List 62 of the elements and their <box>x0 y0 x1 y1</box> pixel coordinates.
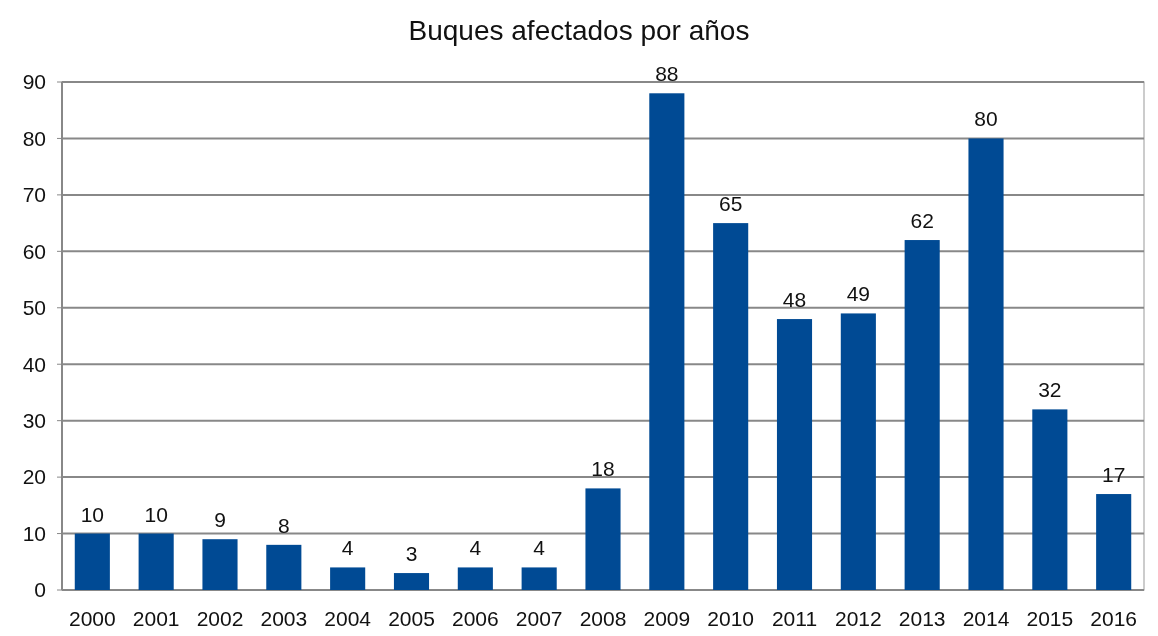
y-tick-label: 70 <box>22 183 46 207</box>
data-label: 10 <box>144 502 168 526</box>
data-label: 8 <box>277 513 290 537</box>
x-tick-label: 2016 <box>1090 607 1138 630</box>
bar <box>1032 409 1068 590</box>
bar <box>585 488 621 590</box>
bar <box>840 313 876 590</box>
bar <box>393 573 430 590</box>
data-label: 17 <box>1102 463 1126 487</box>
bar <box>330 567 366 590</box>
bar <box>713 223 749 590</box>
data-label: 88 <box>655 62 679 86</box>
y-tick-label: 50 <box>22 296 46 320</box>
data-label: 4 <box>341 536 354 560</box>
x-tick-label: 2015 <box>1026 607 1074 630</box>
y-tick-label: 30 <box>22 409 46 433</box>
bar <box>968 138 1004 590</box>
x-tick-label: 2006 <box>451 607 499 630</box>
x-tick-label: 2012 <box>834 607 882 630</box>
bar <box>457 567 493 590</box>
chart-title: Buques afectados por años <box>408 15 750 46</box>
bar <box>202 539 238 590</box>
x-tick-label: 2003 <box>260 607 308 630</box>
x-tick-label: 2008 <box>579 607 627 630</box>
data-label: 9 <box>214 508 226 532</box>
data-label: 3 <box>405 542 418 566</box>
y-tick-label: 20 <box>22 465 46 489</box>
data-label: 48 <box>782 288 807 312</box>
x-tick-label: 2010 <box>707 607 755 630</box>
x-tick-label: 2009 <box>643 607 691 630</box>
x-tick-label: 2013 <box>898 607 946 630</box>
data-label: 62 <box>910 209 934 233</box>
x-tick-label: 2001 <box>132 607 180 630</box>
x-tick-label: 2007 <box>515 607 563 630</box>
y-tick-label: 40 <box>22 352 46 376</box>
y-tick-label: 90 <box>22 70 46 94</box>
data-label: 32 <box>1038 378 1062 402</box>
x-tick-label: 2011 <box>771 607 818 630</box>
bar <box>521 567 557 590</box>
data-label: 4 <box>533 536 546 560</box>
data-label: 4 <box>469 536 482 560</box>
x-tick-label: 2004 <box>324 607 372 630</box>
bar <box>266 544 302 590</box>
bar <box>649 93 685 590</box>
bar <box>138 533 174 590</box>
bar <box>1096 494 1132 590</box>
x-tick-label: 2002 <box>196 607 244 630</box>
y-tick-label: 60 <box>22 239 46 263</box>
bar <box>904 240 940 590</box>
bar <box>776 319 813 590</box>
data-label: 49 <box>846 282 871 306</box>
x-tick-label: 2014 <box>962 607 1010 630</box>
x-tick-label: 2005 <box>388 607 435 630</box>
data-label: 10 <box>80 502 104 526</box>
y-tick-label: 10 <box>22 521 46 545</box>
y-tick-label: 0 <box>34 578 46 602</box>
data-label: 65 <box>718 192 743 216</box>
data-label: 18 <box>591 457 615 481</box>
x-tick-label: 2000 <box>68 607 116 630</box>
bar <box>74 533 110 590</box>
y-tick-label: 80 <box>22 126 46 150</box>
data-label: 80 <box>974 107 998 131</box>
